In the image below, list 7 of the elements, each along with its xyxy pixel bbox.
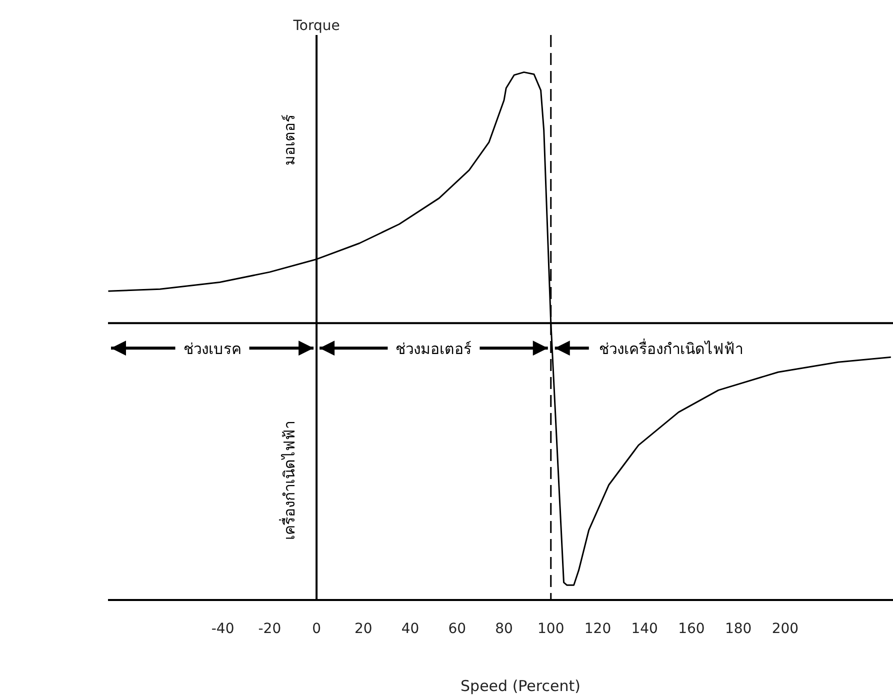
annotation: เครื่องกำเนิดไฟฟ้า	[280, 420, 299, 540]
annotation: ช่วงเบรค	[183, 340, 242, 358]
annotation: มอเตอร์	[280, 114, 299, 166]
annotation: ช่วงมอเตอร์	[396, 340, 472, 358]
xlabel: Speed (Percent)	[460, 677, 580, 695]
ylabel: Torque	[293, 18, 340, 34]
annotation: ช่วงเครื่องกำเนิดไฟฟ้า	[598, 340, 743, 358]
